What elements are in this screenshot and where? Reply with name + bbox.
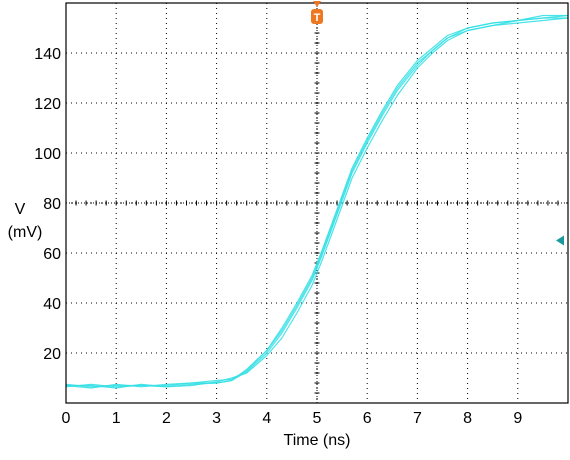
x-tick-label: 3 [212, 410, 221, 427]
x-axis-title: Time (ns) [284, 432, 351, 449]
x-tick-label: 1 [112, 410, 121, 427]
y-tick-label: 40 [43, 296, 61, 313]
y-tick-label: 120 [34, 96, 61, 113]
x-tick-label: 0 [62, 410, 71, 427]
y-tick-label: 100 [34, 146, 61, 163]
trigger-arrow-icon [313, 1, 321, 7]
trigger-badge [311, 9, 323, 24]
x-tick-label: 2 [162, 410, 171, 427]
trace-line-4 [65, 14, 569, 389]
y-tick-label: 140 [34, 46, 61, 63]
trigger-level-icon [556, 235, 564, 246]
x-tick-label: 6 [363, 410, 372, 427]
trace-layer [65, 14, 569, 389]
marker-layer: T [311, 1, 564, 246]
y-tick-label: 20 [43, 346, 61, 363]
y-axis-title-line2: (mV) [8, 224, 43, 241]
tick-layer: 0 1 2 3 4 5 6 7 8 9 20 40 60 80 100 120 140 [34, 46, 522, 427]
x-tick-label: 4 [262, 410, 271, 427]
x-tick-label: 5 [313, 410, 322, 427]
y-axis-title-line1: V [15, 201, 26, 218]
x-tick-label: 9 [513, 410, 522, 427]
y-tick-label: 80 [43, 196, 61, 213]
grid-layer [65, 2, 569, 404]
x-tick-label: 7 [413, 410, 422, 427]
y-tick-label: 60 [43, 246, 61, 263]
trigger-label: T [314, 12, 321, 24]
x-tick-label: 8 [463, 410, 472, 427]
trace-line-3 [65, 17, 569, 388]
